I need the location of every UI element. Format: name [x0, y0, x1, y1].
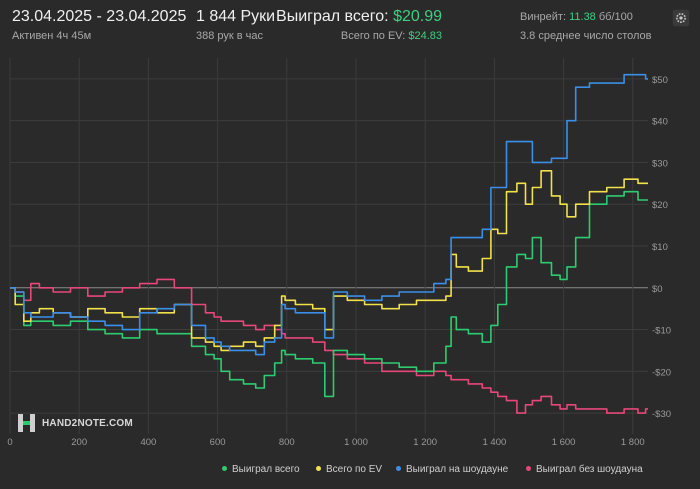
hands-count: 1 844 Руки: [196, 8, 276, 25]
y-tick-label: $30: [652, 158, 668, 169]
bankroll-line-chart: -$30 -$20 -$10 $0 $10 $20 $30 $40 $50 0 200 400 600 8…: [7, 58, 671, 448]
x-tick-label: 1 600: [552, 437, 576, 448]
y-tick-label: $0: [652, 284, 663, 295]
session-summary: 23.04.2025 - 23.04.2025 Активен 4ч 45м 1…: [0, 0, 700, 52]
winrate-value: 11.38: [569, 11, 596, 23]
legend-item-showdown[interactable]: Выиграл на шоудауне: [396, 464, 508, 475]
ev-total-label: Всего по EV:: [340, 30, 406, 42]
legend-label-ev: Всего по EV: [326, 464, 383, 475]
active-time: Активен 4ч 45м: [12, 30, 92, 42]
x-tick-label: 600: [210, 437, 226, 448]
y-tick-label: $40: [652, 117, 668, 128]
won-total-label: Выиграл всего:: [276, 8, 389, 25]
ev-total: Всего по EV: $24.83: [341, 30, 442, 42]
x-tick-label: 1 200: [413, 437, 437, 448]
hands-per-hour: 388 рук в час: [196, 30, 264, 42]
y-tick-label: -$20: [652, 367, 671, 378]
y-tick-label: $20: [652, 200, 668, 211]
ev-total-value: $24.83: [408, 30, 442, 42]
x-tick-label: 800: [279, 437, 295, 448]
x-tick-label: 1 800: [621, 437, 645, 448]
gear-icon[interactable]: [672, 9, 690, 27]
won-total: Выиграл всего: $20.99: [276, 8, 442, 26]
legend-item-won[interactable]: Выиграл всего: [222, 464, 300, 475]
average-tables: 3.8 среднее число столов: [520, 30, 652, 42]
logo-text: HAND2NOTE.COM: [42, 418, 133, 429]
x-tick-label: 1 400: [482, 437, 506, 448]
series-line-non-showdown: [10, 278, 648, 414]
x-tick-label: 400: [140, 437, 156, 448]
legend-label-showdown: Выиграл на шоудауне: [406, 464, 509, 475]
winrate: Винрейт: 11.38 бб/100: [520, 11, 633, 23]
y-tick-label: -$30: [652, 409, 671, 420]
legend-label-non-showdown: Выиграл без шоудауна: [536, 464, 643, 475]
date-range: 23.04.2025 - 23.04.2025: [12, 8, 187, 25]
x-tick-label: 0: [7, 437, 12, 448]
legend-marker-ev: [316, 466, 321, 471]
y-tick-label: -$10: [652, 326, 671, 337]
legend-item-ev[interactable]: Всего по EV: [316, 464, 382, 475]
legend-marker-showdown: [396, 466, 401, 471]
winrate-label: Винрейт:: [520, 11, 567, 23]
legend-item-non-showdown[interactable]: Выиграл без шоудауна: [526, 464, 643, 475]
winrate-unit: бб/100: [598, 11, 633, 23]
series-line-won: [10, 190, 648, 398]
legend-marker-non-showdown: [526, 466, 531, 471]
legend-label-won: Выиграл всего: [232, 464, 300, 475]
y-tick-label: $50: [652, 75, 668, 86]
h2n-logo-icon: [18, 414, 35, 432]
x-tick-label: 200: [71, 437, 87, 448]
won-total-value: $20.99: [393, 8, 442, 25]
x-tick-label: 1 000: [344, 437, 368, 448]
legend-marker-won: [222, 466, 227, 471]
y-tick-label: $10: [652, 242, 668, 253]
series-line-showdown: [10, 73, 648, 356]
